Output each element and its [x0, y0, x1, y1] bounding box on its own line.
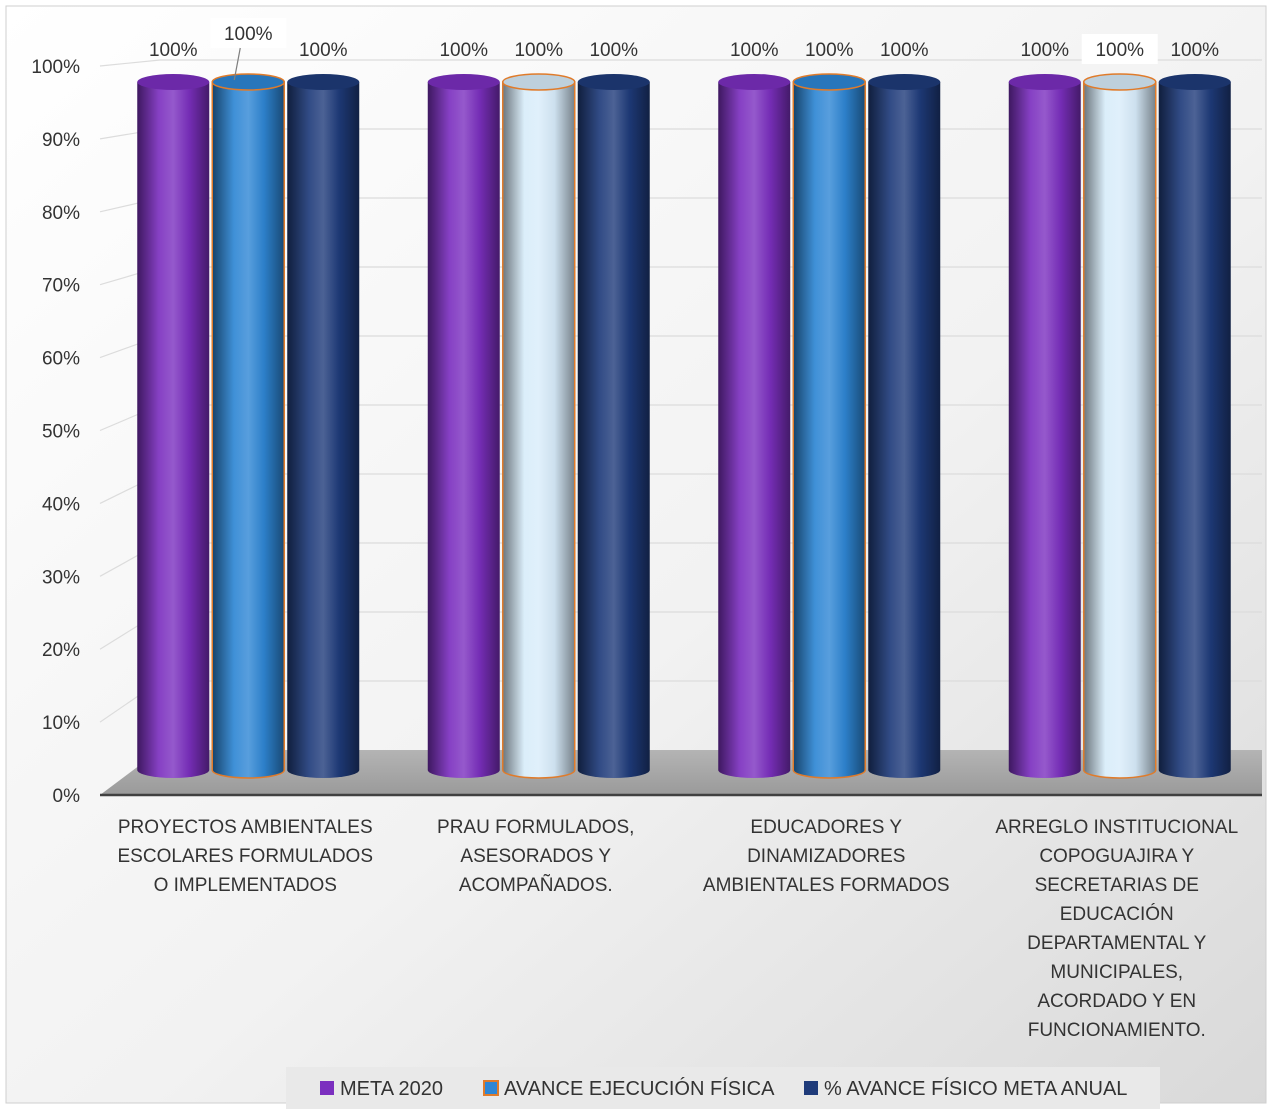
bar — [718, 82, 791, 778]
legend-box — [286, 1067, 1160, 1109]
data-label: 100% — [514, 40, 563, 61]
bar-top — [1158, 74, 1231, 90]
bar-top — [1008, 74, 1081, 90]
y-tick-label: 0% — [53, 786, 81, 807]
legend-label: AVANCE EJECUCIÓN FÍSICA — [504, 1077, 775, 1100]
data-label: 100% — [224, 24, 273, 45]
legend-swatch — [320, 1081, 334, 1095]
gridline-side — [99, 59, 161, 67]
y-tick-label: 90% — [42, 130, 80, 151]
x-tick-label: EDUCADORES Y DINAMIZADORES AMBIENTALES FOR… — [703, 817, 950, 896]
x-tick-label: PROYECTOS AMBIENTALES ESCOLARES FORMULADO… — [118, 817, 374, 896]
legend-swatch — [483, 1080, 499, 1096]
data-label: 100% — [730, 40, 779, 61]
bar-top — [502, 73, 576, 91]
bar-top — [1083, 73, 1157, 91]
chart-floor — [100, 750, 1262, 797]
data-label-box — [210, 18, 287, 48]
x-tick-label: ARREGLO INSTITUCIONAL COPOGUAJIRA Y SECRET… — [995, 817, 1238, 1041]
bar-top — [868, 74, 941, 90]
y-tick-label: 60% — [42, 349, 80, 370]
data-label: 100% — [880, 40, 929, 61]
legend-swatch — [804, 1081, 818, 1095]
legend: META 2020 AVANCE EJECUCIÓN FÍSICA % AVANCE… — [286, 1067, 1160, 1109]
data-label: 100% — [805, 40, 854, 61]
bar-top — [211, 73, 285, 91]
y-tick-label: 100% — [31, 57, 80, 78]
x-axis: PROYECTOS AMBIENTALES ESCOLARES FORMULADO… — [118, 817, 1239, 1041]
bar — [211, 81, 285, 779]
bar-top — [577, 74, 650, 90]
data-label-box — [1081, 34, 1158, 64]
legend-label: % AVANCE FÍSICO META ANUAL — [824, 1077, 1127, 1100]
bar-top — [718, 74, 791, 90]
y-tick-label: 70% — [42, 276, 80, 297]
bar — [868, 82, 941, 778]
y-tick-label: 10% — [42, 713, 80, 734]
y-tick-label: 80% — [42, 203, 80, 224]
bar — [427, 82, 500, 778]
y-tick-label: 20% — [42, 640, 80, 661]
y-axis: 0% 10% 20% 30% 40% 50% 60% 70% 80% 90% 100% — [31, 57, 80, 807]
bar-top — [287, 74, 360, 90]
data-label: 100% — [1020, 40, 1069, 61]
floor-plane — [100, 750, 1262, 795]
legend-label: META 2020 — [340, 1078, 443, 1100]
bar — [502, 81, 576, 779]
bar — [1158, 82, 1231, 778]
bar — [1008, 82, 1081, 778]
bar — [577, 82, 650, 778]
x-tick-label: PRAU FORMULADOS, ASESORADOS Y ACOMPAÑADOS. — [437, 817, 634, 896]
data-label: 100% — [589, 40, 638, 61]
bar — [287, 82, 360, 778]
bar-top — [792, 73, 866, 91]
bar — [137, 82, 210, 778]
bars — [137, 73, 1231, 779]
y-tick-label: 30% — [42, 567, 80, 588]
data-label: 100% — [1095, 40, 1144, 61]
data-label: 100% — [1170, 40, 1219, 61]
y-tick-label: 50% — [42, 422, 80, 443]
bar-top — [137, 74, 210, 90]
data-label: 100% — [299, 40, 348, 61]
data-labels: 100% 100% 100% 100% 100% 100% 100% 100% 100% 100%… — [149, 18, 1219, 81]
data-label: 100% — [439, 40, 488, 61]
data-label-leader — [233, 47, 241, 81]
bar-top — [427, 74, 500, 90]
data-label: 100% — [149, 40, 198, 61]
bar — [792, 81, 866, 779]
y-tick-label: 40% — [42, 494, 80, 515]
bar — [1083, 81, 1157, 779]
